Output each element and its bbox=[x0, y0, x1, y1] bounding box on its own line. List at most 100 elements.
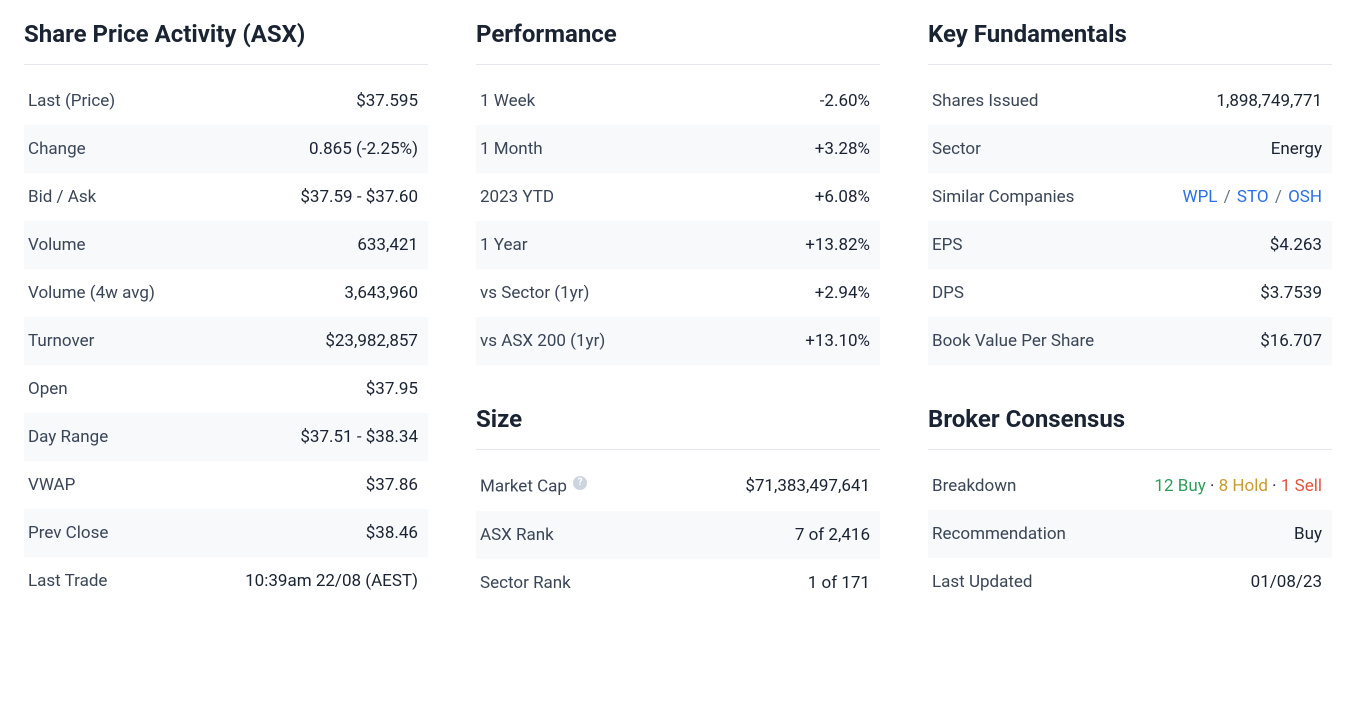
value-breakdown: 12 Buy · 8 Hold · 1 Sell bbox=[1154, 476, 1322, 496]
spacer bbox=[928, 365, 1332, 405]
value-turnover: $23,982,857 bbox=[325, 331, 418, 351]
value-market-cap: $71,383,497,641 bbox=[745, 476, 870, 496]
label-similar-companies: Similar Companies bbox=[932, 187, 1074, 207]
label-ytd: 2023 YTD bbox=[480, 187, 554, 207]
stock-overview-grid: Share Price Activity (ASX) Last (Price) … bbox=[24, 20, 1332, 607]
middle-column: Performance 1 Week -2.60% 1 Month +3.28%… bbox=[476, 20, 880, 607]
value-shares-issued: 1,898,749,771 bbox=[1216, 91, 1322, 111]
row-market-cap: Market Cap ? $71,383,497,641 bbox=[476, 462, 880, 511]
value-asx-rank: 7 of 2,416 bbox=[795, 525, 870, 545]
label-bid-ask: Bid / Ask bbox=[28, 187, 96, 207]
spacer bbox=[476, 365, 880, 405]
similar-sep-1: / bbox=[1271, 187, 1286, 207]
label-1-year: 1 Year bbox=[480, 235, 527, 255]
breakdown-dot-1: · bbox=[1268, 476, 1281, 496]
value-sector: Energy bbox=[1271, 139, 1322, 159]
value-volume: 633,421 bbox=[357, 235, 418, 255]
label-day-range: Day Range bbox=[28, 427, 108, 447]
row-prev-close: Prev Close $38.46 bbox=[24, 509, 428, 557]
row-breakdown: Breakdown 12 Buy · 8 Hold · 1 Sell bbox=[928, 462, 1332, 510]
label-dps: DPS bbox=[932, 283, 964, 303]
row-last-updated: Last Updated 01/08/23 bbox=[928, 558, 1332, 606]
similar-link-1[interactable]: STO bbox=[1237, 187, 1269, 207]
row-dps: DPS $3.7539 bbox=[928, 269, 1332, 317]
row-sector-rank: Sector Rank 1 of 171 bbox=[476, 559, 880, 607]
value-open: $37.95 bbox=[366, 379, 418, 399]
value-prev-close: $38.46 bbox=[366, 523, 418, 543]
label-prev-close: Prev Close bbox=[28, 523, 108, 543]
similar-link-2[interactable]: OSH bbox=[1288, 187, 1322, 207]
fundamentals-section: Key Fundamentals Shares Issued 1,898,749… bbox=[928, 20, 1332, 365]
label-turnover: Turnover bbox=[28, 331, 94, 351]
label-volume-4w: Volume (4w avg) bbox=[28, 283, 155, 303]
value-recommendation: Buy bbox=[1294, 524, 1322, 544]
label-last-price: Last (Price) bbox=[28, 91, 115, 111]
label-shares-issued: Shares Issued bbox=[932, 91, 1038, 111]
help-icon[interactable]: ? bbox=[573, 476, 587, 490]
row-asx-rank: ASX Rank 7 of 2,416 bbox=[476, 511, 880, 559]
value-vs-sector: +2.94% bbox=[815, 283, 870, 303]
label-breakdown: Breakdown bbox=[932, 476, 1016, 496]
label-volume: Volume bbox=[28, 235, 86, 255]
breakdown-buy: 12 Buy bbox=[1154, 476, 1205, 496]
row-shares-issued: Shares Issued 1,898,749,771 bbox=[928, 77, 1332, 125]
fundamentals-title: Key Fundamentals bbox=[928, 20, 1332, 65]
row-1-year: 1 Year +13.82% bbox=[476, 221, 880, 269]
size-section: Size Market Cap ? $71,383,497,641 ASX Ra… bbox=[476, 405, 880, 607]
performance-rows: 1 Week -2.60% 1 Month +3.28% 2023 YTD +6… bbox=[476, 77, 880, 365]
label-1-month: 1 Month bbox=[480, 139, 543, 159]
row-recommendation: Recommendation Buy bbox=[928, 510, 1332, 558]
breakdown-sell: 1 Sell bbox=[1281, 476, 1322, 496]
label-sector: Sector bbox=[932, 139, 981, 159]
row-day-range: Day Range $37.51 - $38.34 bbox=[24, 413, 428, 461]
breakdown-hold: 8 Hold bbox=[1219, 476, 1268, 496]
similar-link-0[interactable]: WPL bbox=[1183, 187, 1218, 207]
value-last-updated[interactable]: 01/08/23 bbox=[1251, 572, 1322, 592]
breakdown-dot-0: · bbox=[1206, 476, 1219, 496]
label-vs-sector: vs Sector (1yr) bbox=[480, 283, 589, 303]
label-last-updated: Last Updated bbox=[932, 572, 1033, 592]
value-similar-companies: WPL / STO / OSH bbox=[1183, 187, 1323, 207]
row-last-price: Last (Price) $37.595 bbox=[24, 77, 428, 125]
value-vwap: $37.86 bbox=[366, 475, 418, 495]
row-volume: Volume 633,421 bbox=[24, 221, 428, 269]
size-title: Size bbox=[476, 405, 880, 450]
value-dps: $3.7539 bbox=[1260, 283, 1322, 303]
value-1-month: +3.28% bbox=[815, 139, 870, 159]
row-open: Open $37.95 bbox=[24, 365, 428, 413]
value-sector-rank: 1 of 171 bbox=[808, 573, 870, 593]
label-eps: EPS bbox=[932, 235, 962, 255]
row-bid-ask: Bid / Ask $37.59 - $37.60 bbox=[24, 173, 428, 221]
label-market-cap-text: Market Cap bbox=[480, 477, 567, 497]
performance-section: Performance 1 Week -2.60% 1 Month +3.28%… bbox=[476, 20, 880, 365]
row-sector: Sector Energy bbox=[928, 125, 1332, 173]
row-last-trade: Last Trade 10:39am 22/08 (AEST) bbox=[24, 557, 428, 605]
value-change: 0.865 (-2.25%) bbox=[309, 139, 418, 159]
label-bvps: Book Value Per Share bbox=[932, 331, 1094, 351]
label-recommendation: Recommendation bbox=[932, 524, 1066, 544]
label-vs-asx200: vs ASX 200 (1yr) bbox=[480, 331, 605, 351]
value-last-trade: 10:39am 22/08 (AEST) bbox=[245, 571, 418, 591]
value-volume-4w: 3,643,960 bbox=[344, 283, 418, 303]
label-asx-rank: ASX Rank bbox=[480, 525, 554, 545]
label-market-cap: Market Cap ? bbox=[480, 476, 587, 497]
fundamentals-rows: Shares Issued 1,898,749,771 Sector Energ… bbox=[928, 77, 1332, 365]
label-1-week: 1 Week bbox=[480, 91, 535, 111]
share-price-rows: Last (Price) $37.595 Change 0.865 (-2.25… bbox=[24, 77, 428, 605]
value-bid-ask: $37.59 - $37.60 bbox=[300, 187, 418, 207]
similar-sep-0: / bbox=[1219, 187, 1234, 207]
label-last-trade: Last Trade bbox=[28, 571, 107, 591]
label-vwap: VWAP bbox=[28, 475, 75, 495]
label-sector-rank: Sector Rank bbox=[480, 573, 571, 593]
label-open: Open bbox=[28, 379, 68, 399]
share-price-title: Share Price Activity (ASX) bbox=[24, 20, 428, 65]
value-last-price: $37.595 bbox=[356, 91, 418, 111]
row-volume-4w: Volume (4w avg) 3,643,960 bbox=[24, 269, 428, 317]
share-price-section: Share Price Activity (ASX) Last (Price) … bbox=[24, 20, 428, 607]
row-ytd: 2023 YTD +6.08% bbox=[476, 173, 880, 221]
row-bvps: Book Value Per Share $16.707 bbox=[928, 317, 1332, 365]
row-1-month: 1 Month +3.28% bbox=[476, 125, 880, 173]
right-column: Key Fundamentals Shares Issued 1,898,749… bbox=[928, 20, 1332, 607]
broker-section: Broker Consensus Breakdown 12 Buy · 8 Ho… bbox=[928, 405, 1332, 606]
row-turnover: Turnover $23,982,857 bbox=[24, 317, 428, 365]
